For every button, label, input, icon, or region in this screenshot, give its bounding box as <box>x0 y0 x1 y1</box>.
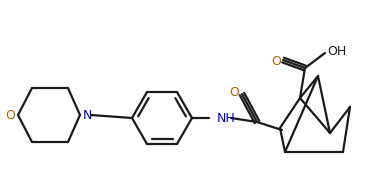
Text: N: N <box>82 108 92 121</box>
Text: NH: NH <box>217 111 236 124</box>
Text: O: O <box>5 108 15 121</box>
Text: O: O <box>271 54 281 68</box>
Text: O: O <box>229 86 239 99</box>
Text: OH: OH <box>327 44 347 57</box>
